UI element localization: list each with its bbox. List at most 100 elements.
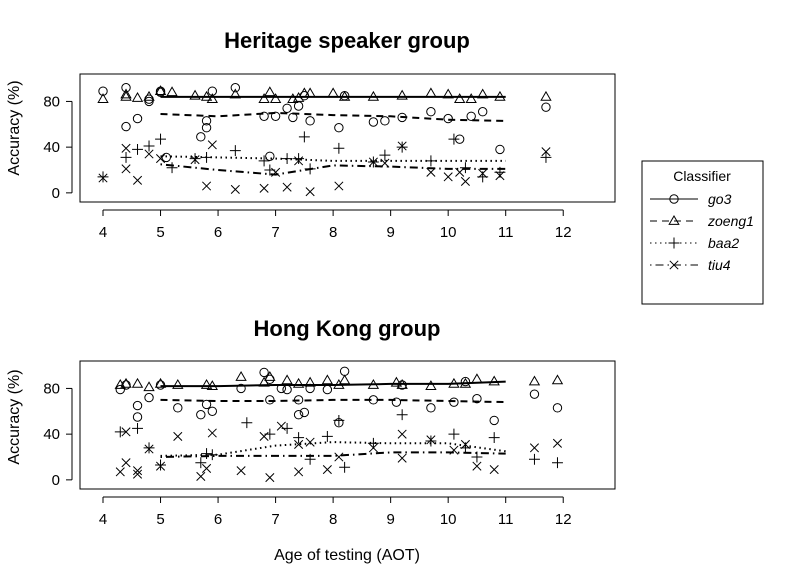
data-point-baa2	[229, 145, 241, 157]
data-point-go3	[121, 380, 131, 390]
data-point-go3	[259, 367, 269, 378]
legend-label-zoeng1: zoeng1	[707, 213, 754, 229]
data-point-baa2	[448, 133, 460, 145]
data-point-zoeng1	[551, 374, 564, 385]
y-axis-label: Accuracy (%)	[6, 80, 23, 175]
data-point-zoeng1	[200, 378, 213, 389]
x-tick-label: 6	[214, 224, 222, 241]
x-tick-label: 5	[156, 511, 164, 528]
data-point-zoeng1	[442, 88, 454, 99]
data-point-tiu4	[115, 467, 125, 477]
data-point-zoeng1	[154, 377, 167, 388]
data-point-baa2	[367, 437, 379, 449]
y-tick-label: 40	[43, 139, 60, 156]
legend-box	[641, 160, 764, 305]
y-tick-label: 80	[43, 380, 60, 397]
data-point-tiu4	[207, 428, 217, 438]
data-point-go3	[132, 412, 143, 422]
data-point-go3	[339, 366, 350, 376]
y-tick-label: 80	[43, 93, 60, 110]
data-point-go3	[299, 407, 310, 418]
data-point-go3	[282, 384, 292, 395]
series-go3	[98, 83, 551, 163]
x-tick-label: 10	[440, 511, 457, 528]
data-point-baa2	[298, 131, 310, 143]
data-point-zoeng1	[143, 381, 155, 392]
data-point-go3	[173, 403, 183, 413]
data-point-tiu4	[305, 187, 315, 197]
data-point-tiu4	[265, 473, 275, 483]
data-point-go3	[489, 415, 499, 426]
data-point-go3	[466, 111, 476, 121]
data-point-zoeng1	[292, 377, 305, 388]
data-point-go3	[293, 410, 304, 420]
data-point-zoeng1	[154, 85, 167, 96]
data-point-baa2	[155, 459, 166, 471]
data-point-go3	[380, 116, 390, 126]
data-point-tiu4	[541, 147, 551, 157]
data-point-go3	[132, 113, 143, 124]
legend-label-go3: go3	[708, 191, 732, 207]
data-point-zoeng1	[367, 378, 380, 389]
data-point-tiu4	[207, 140, 217, 150]
data-point-go3	[477, 107, 488, 117]
data-point-zoeng1	[172, 378, 184, 389]
data-point-baa2	[97, 171, 109, 183]
data-point-zoeng1	[459, 377, 472, 388]
data-point-zoeng1	[264, 370, 276, 381]
legend-label-baa2: baa2	[708, 235, 739, 251]
data-point-baa2	[425, 435, 437, 447]
data-point-zoeng1	[471, 373, 483, 384]
data-point-tiu4	[282, 182, 292, 192]
data-point-zoeng1	[258, 93, 270, 104]
data-point-go3	[201, 399, 212, 410]
data-point-go3	[259, 111, 269, 121]
data-point-zoeng1	[338, 90, 351, 101]
data-point-zoeng1	[281, 374, 293, 385]
data-point-go3	[161, 152, 171, 163]
data-point-baa2	[114, 426, 126, 438]
data-point-go3	[236, 383, 246, 394]
data-point-go3	[207, 86, 218, 96]
data-point-zoeng1	[488, 375, 500, 386]
legend-label-tiu4: tiu4	[708, 257, 731, 273]
data-point-tiu4	[495, 171, 505, 181]
data-point-zoeng1	[229, 88, 242, 99]
data-point-tiu4	[202, 463, 212, 473]
data-point-go3	[230, 83, 241, 93]
x-axis-label: Age of testing (AOT)	[274, 547, 420, 564]
panel-heritage: Heritage speaker group Accuracy (%) 0 40 8…	[6, 28, 616, 241]
data-point-baa2	[540, 151, 552, 163]
x-tick-label: 10	[440, 224, 457, 241]
data-point-go3	[270, 111, 281, 121]
data-point-zoeng1	[258, 376, 270, 387]
data-point-zoeng1	[200, 90, 213, 101]
data-point-go3	[426, 107, 436, 117]
data-point-go3	[334, 123, 344, 133]
data-point-tiu4	[334, 452, 344, 462]
data-point-baa2	[293, 432, 305, 444]
data-point-tiu4	[132, 466, 143, 476]
data-point-tiu4	[259, 183, 269, 193]
data-point-tiu4	[202, 181, 212, 191]
series-tiu4	[98, 140, 551, 197]
data-point-zoeng1	[143, 90, 155, 101]
data-point-tiu4	[489, 465, 499, 475]
data-point-go3	[98, 86, 108, 96]
legend-marker-go3	[669, 194, 679, 204]
data-point-baa2	[321, 430, 333, 442]
y-tick-label: 0	[52, 472, 60, 489]
data-point-tiu4	[443, 172, 453, 182]
data-point-go3	[201, 116, 212, 126]
data-point-baa2	[339, 461, 351, 473]
data-point-zoeng1	[304, 87, 316, 98]
data-point-baa2	[241, 417, 253, 429]
data-point-go3	[449, 397, 459, 407]
data-point-baa2	[293, 153, 305, 165]
data-point-go3	[443, 113, 453, 124]
data-point-tiu4	[305, 437, 315, 447]
data-point-baa2	[258, 155, 270, 167]
data-point-zoeng1	[465, 93, 477, 104]
data-point-zoeng1	[390, 376, 403, 387]
